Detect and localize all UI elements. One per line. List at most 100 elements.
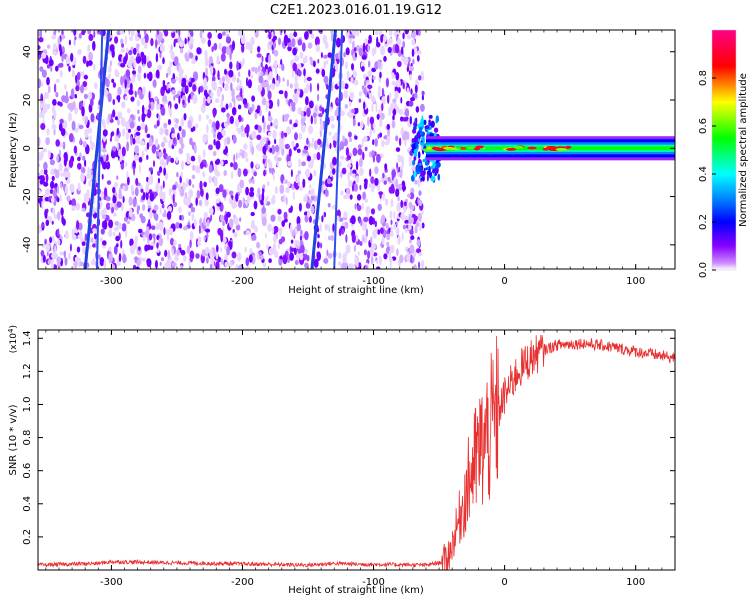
heatmap-cell xyxy=(173,38,179,43)
heatmap-cell xyxy=(136,207,139,215)
heatmap-cell xyxy=(64,230,69,240)
heatmap-cell xyxy=(146,181,150,188)
heatmap-cell xyxy=(103,154,107,162)
y-tick-label: 40 xyxy=(22,45,33,58)
heatmap-cell xyxy=(374,220,377,228)
heatmap-cell xyxy=(38,162,41,168)
heatmap-cell xyxy=(401,232,404,242)
heatmap-cell xyxy=(179,187,185,197)
heatmap-cells xyxy=(38,30,441,269)
heatmap-cell xyxy=(397,154,400,162)
heatmap-cell xyxy=(372,129,376,134)
heatmap-cell xyxy=(308,199,313,204)
heatmap-cell xyxy=(240,32,245,40)
heatmap-cell xyxy=(389,92,392,98)
heatmap-cell xyxy=(395,79,401,88)
heatmap-cell xyxy=(171,78,176,84)
heatmap-cell xyxy=(62,120,68,130)
snr-yscale: (x104) xyxy=(7,325,19,353)
heatmap-cell xyxy=(49,159,56,166)
heatmap-cell xyxy=(216,55,220,65)
heatmap-cell xyxy=(197,239,201,247)
heatmap-cell xyxy=(286,79,290,87)
heatmap-cell xyxy=(257,125,262,134)
heatmap-cell xyxy=(368,92,372,100)
heatmap-cell xyxy=(217,227,222,236)
heatmap-cell xyxy=(101,148,107,153)
heatmap-cell xyxy=(281,147,285,156)
heatmap-cell xyxy=(188,211,191,216)
heatmap-cell xyxy=(388,250,392,260)
heatmap-cell xyxy=(129,36,133,42)
heatmap-cell xyxy=(81,241,86,246)
heatmap-cell xyxy=(379,118,383,128)
heatmap-cell xyxy=(246,131,249,138)
heatmap-cell xyxy=(50,66,53,72)
heatmap-cell xyxy=(412,159,416,166)
heatmap-cell xyxy=(93,30,96,38)
heatmap-cell xyxy=(192,94,198,104)
heatmap-cell xyxy=(108,253,112,263)
heatmap-cell xyxy=(416,239,421,247)
heatmap-cell xyxy=(142,86,146,97)
heatmap-cell xyxy=(158,221,164,231)
heatmap-cell xyxy=(250,74,254,79)
heatmap-cell xyxy=(222,237,227,244)
heatmap-cell xyxy=(102,129,108,137)
heatmap-cell xyxy=(314,36,320,47)
heatmap-cell xyxy=(206,257,209,264)
heatmap-cell xyxy=(193,218,197,228)
heatmap-cell xyxy=(410,235,415,241)
heatmap-cell xyxy=(107,73,111,80)
heatmap-cell xyxy=(284,218,288,223)
heatmap-cell xyxy=(304,31,309,40)
heatmap-cell xyxy=(111,206,115,214)
heatmap-cell xyxy=(375,102,378,113)
heatmap-cell xyxy=(77,234,80,240)
heatmap-cell xyxy=(377,203,382,211)
heatmap-cell xyxy=(178,30,181,37)
signal-band-blob xyxy=(513,146,524,149)
heatmap-cell xyxy=(319,123,324,132)
heatmap-cell xyxy=(237,104,242,110)
heatmap-cell xyxy=(322,34,328,45)
heatmap-cell xyxy=(83,93,88,99)
heatmap-cell xyxy=(137,30,140,34)
heatmap-cell xyxy=(317,138,322,145)
heatmap-cell xyxy=(401,185,407,191)
heatmap-cell xyxy=(352,70,357,78)
heatmap-cell xyxy=(51,220,54,225)
heatmap-cell xyxy=(221,93,224,102)
heatmap-cell xyxy=(350,215,356,225)
heatmap-cell xyxy=(161,203,165,209)
heatmap-cell xyxy=(433,132,437,137)
heatmap-cell xyxy=(132,264,137,269)
heatmap-cell xyxy=(308,189,311,195)
heatmap-cell xyxy=(262,262,266,268)
heatmap-cell xyxy=(180,264,183,269)
heatmap-cell xyxy=(418,75,422,81)
heatmap-cell xyxy=(202,171,206,178)
heatmap-cell xyxy=(148,91,151,102)
heatmap-cell xyxy=(156,242,159,249)
heatmap-cell xyxy=(159,166,163,174)
heatmap-cell xyxy=(75,74,78,84)
heatmap-cell xyxy=(270,122,273,127)
heatmap-cell xyxy=(396,162,399,169)
heatmap-cell xyxy=(413,126,417,130)
heatmap-cell xyxy=(237,114,242,123)
heatmap-cell xyxy=(120,48,126,53)
heatmap-cell xyxy=(224,122,228,129)
heatmap-cell xyxy=(399,254,404,264)
heatmap-cell xyxy=(273,118,279,127)
heatmap-cell xyxy=(148,233,153,241)
heatmap-cell xyxy=(71,205,76,211)
heatmap-cell xyxy=(224,261,228,267)
heatmap-cell xyxy=(166,211,172,220)
heatmap-cell xyxy=(304,55,308,63)
heatmap-cell xyxy=(245,257,250,267)
snr-yscale-prefix: (x10 xyxy=(9,333,19,354)
heatmap-cell xyxy=(171,262,177,267)
heatmap-cell xyxy=(173,95,176,101)
heatmap-cell xyxy=(98,254,101,260)
